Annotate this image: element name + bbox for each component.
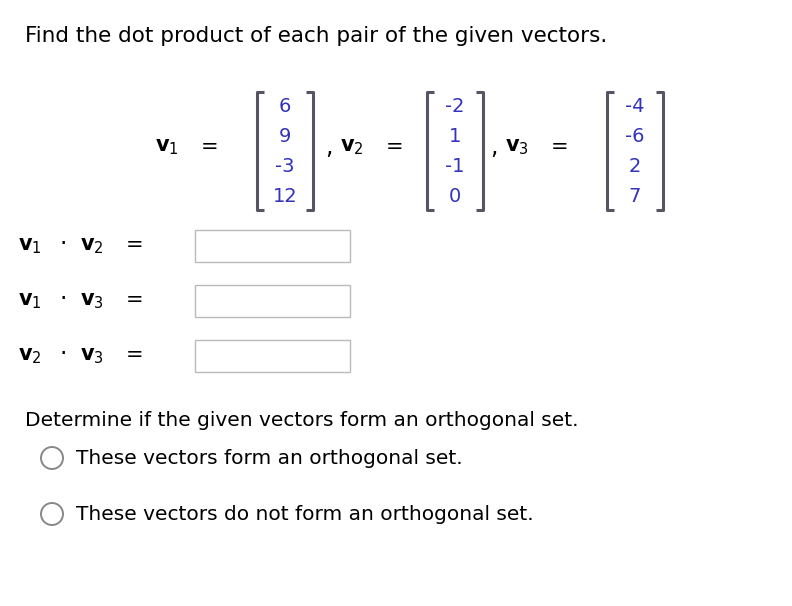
Text: =: =: [551, 137, 569, 157]
Text: =: =: [126, 345, 143, 365]
Text: -4: -4: [625, 96, 645, 116]
Text: 12: 12: [272, 187, 297, 205]
Text: 1: 1: [449, 127, 461, 145]
Text: These vectors form an orthogonal set.: These vectors form an orthogonal set.: [76, 448, 463, 467]
Text: ·: ·: [60, 232, 67, 256]
FancyBboxPatch shape: [195, 230, 350, 262]
FancyBboxPatch shape: [195, 285, 350, 317]
Text: ·: ·: [60, 287, 67, 311]
Text: Find the dot product of each pair of the given vectors.: Find the dot product of each pair of the…: [25, 26, 607, 46]
Text: $\mathbf{v}_3$: $\mathbf{v}_3$: [80, 346, 104, 366]
Text: These vectors do not form an orthogonal set.: These vectors do not form an orthogonal …: [76, 505, 534, 524]
Text: ·: ·: [60, 342, 67, 366]
Text: 6: 6: [279, 96, 291, 116]
Text: 9: 9: [279, 127, 291, 145]
Text: $\mathbf{v}_3$: $\mathbf{v}_3$: [505, 137, 529, 157]
Text: =: =: [126, 235, 143, 255]
Text: =: =: [126, 290, 143, 310]
Text: =: =: [386, 137, 404, 157]
Text: -1: -1: [445, 156, 465, 176]
Text: $\mathbf{v}_2$: $\mathbf{v}_2$: [18, 346, 42, 366]
Text: $\mathbf{v}_2$: $\mathbf{v}_2$: [80, 236, 104, 256]
Text: $\mathbf{v}_2$: $\mathbf{v}_2$: [340, 137, 364, 157]
Text: 7: 7: [629, 187, 642, 205]
Text: -2: -2: [445, 96, 465, 116]
Text: =: =: [201, 137, 219, 157]
FancyBboxPatch shape: [195, 340, 350, 372]
Text: -6: -6: [625, 127, 645, 145]
Text: ,: ,: [490, 135, 497, 159]
Text: $\mathbf{v}_3$: $\mathbf{v}_3$: [80, 291, 104, 311]
Text: ,: ,: [325, 135, 333, 159]
Text: 0: 0: [449, 187, 461, 205]
Text: $\mathbf{v}_1$: $\mathbf{v}_1$: [18, 236, 42, 256]
Text: 2: 2: [629, 156, 642, 176]
Text: Determine if the given vectors form an orthogonal set.: Determine if the given vectors form an o…: [25, 411, 578, 430]
Text: $\mathbf{v}_1$: $\mathbf{v}_1$: [18, 291, 42, 311]
Text: -3: -3: [276, 156, 295, 176]
Text: $\mathbf{v}_1$: $\mathbf{v}_1$: [155, 137, 179, 157]
